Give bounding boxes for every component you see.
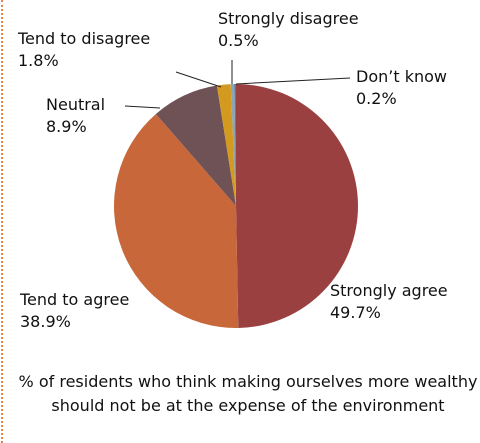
leader-line — [124, 105, 161, 109]
pie-slice-strongly-disagree — [230, 84, 236, 206]
pie-slice-strongly-agree — [236, 84, 359, 328]
leader-line — [235, 77, 351, 85]
slice-value-label: 38.9% — [20, 312, 71, 331]
slice-value-label: 8.9% — [46, 117, 87, 136]
pie-slice-neutral — [155, 85, 236, 206]
slice-label: Strongly agree — [330, 281, 448, 300]
slice-label: Tend to disagree — [17, 29, 150, 48]
dotted-left-border — [1, 0, 3, 443]
pie-slice-don-t-know — [234, 84, 236, 206]
slice-label: Don’t know — [356, 67, 447, 86]
pie-slice-tend-to-agree — [113, 113, 239, 329]
slice-value-label: 49.7% — [330, 303, 381, 322]
slice-label: Strongly disagree — [218, 9, 359, 28]
leader-line — [175, 71, 222, 88]
slice-label: Neutral — [46, 95, 105, 114]
slice-label: Tend to agree — [19, 290, 129, 309]
slice-value-label: 0.2% — [356, 89, 397, 108]
slice-value-label: 1.8% — [18, 51, 59, 70]
slice-value-label: 0.5% — [218, 31, 259, 50]
pie-slice-tend-to-disagree — [216, 84, 236, 206]
chart-caption: % of residents who think making ourselve… — [18, 372, 478, 415]
